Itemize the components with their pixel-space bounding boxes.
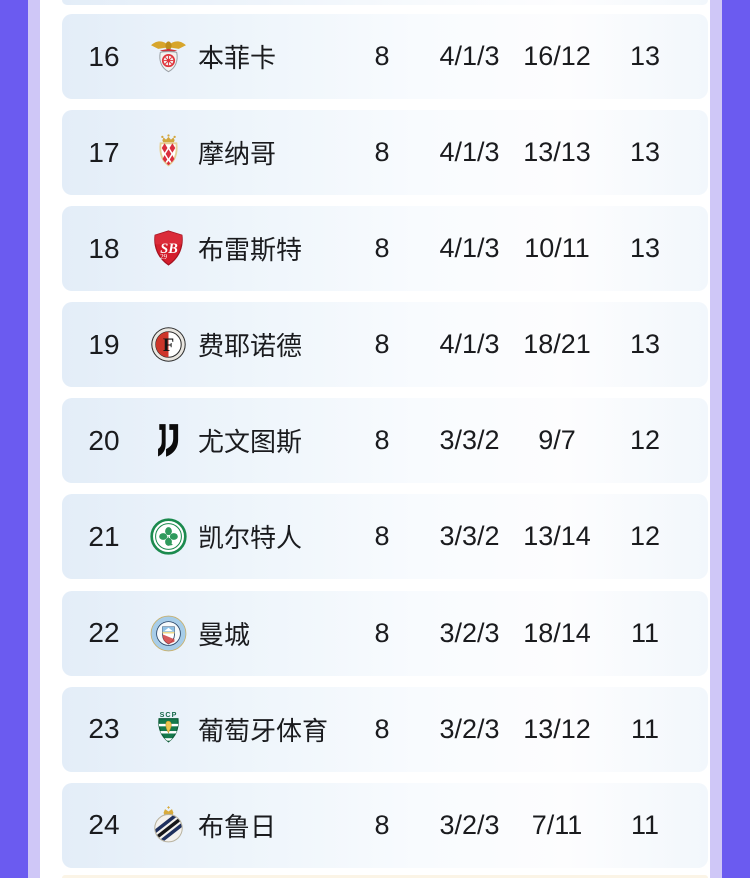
frame-border-right-dark	[722, 0, 750, 878]
table-row: 18 布雷斯特 8 4/1/3 10/11 13	[62, 206, 708, 292]
celtic-logo-icon	[146, 516, 190, 557]
games-played: 8	[374, 233, 390, 264]
rank-number: 22	[88, 617, 120, 649]
table-row: 19 费耶诺德 8 4/1/3 18/21 13	[62, 302, 708, 388]
games-played: 8	[374, 521, 390, 552]
games-played: 8	[374, 137, 390, 168]
rank-number: 17	[88, 136, 120, 168]
league-standings-table: 16 本菲卡 8 4/1/3 16/12 13 17 摩纳哥 8 4/1/3 1…	[62, 14, 708, 868]
win-draw-loss-record: 4/1/3	[439, 41, 500, 71]
points: 11	[630, 617, 660, 648]
table-row: 16 本菲卡 8 4/1/3 16/12 13	[62, 14, 708, 99]
juventus-logo-icon	[146, 420, 190, 461]
rank-number: 16	[88, 40, 120, 72]
team-name: 尤文图斯	[198, 427, 303, 458]
sporting-logo-icon	[146, 709, 190, 750]
table-row: 17 摩纳哥 8 4/1/3 13/13 13	[62, 110, 708, 196]
frame-border-left-dark	[0, 0, 28, 878]
goals-for-against: 18/21	[523, 329, 591, 360]
games-played: 8	[374, 329, 390, 360]
brest-logo-icon	[146, 228, 190, 269]
goals-for-against: 18/14	[523, 617, 591, 648]
table-row: 20 尤文图斯 8 3/3/2 9/7 12	[62, 398, 708, 484]
goals-for-against: 16/12	[523, 41, 591, 71]
points: 12	[629, 425, 661, 456]
points: 13	[629, 137, 661, 168]
points: 13	[629, 233, 661, 264]
table-row: 21 凯尔特人 8 3/3/2 13/14 12	[62, 494, 708, 580]
rank-number: 21	[88, 520, 120, 552]
games-played: 8	[374, 809, 390, 840]
points: 11	[630, 809, 660, 840]
win-draw-loss-record: 4/1/3	[439, 137, 500, 168]
games-played: 8	[374, 713, 390, 744]
points: 13	[629, 41, 661, 71]
points: 13	[629, 329, 661, 360]
partial-row-above	[62, 0, 708, 5]
feyenoord-logo-icon	[146, 324, 190, 365]
table-row: 22 曼城 8 3/2/3 18/14 11	[62, 590, 708, 676]
games-played: 8	[374, 41, 390, 71]
win-draw-loss-record: 4/1/3	[439, 329, 500, 360]
team-name: 凯尔特人	[198, 523, 303, 554]
win-draw-loss-record: 3/3/2	[439, 521, 500, 552]
rank-number: 24	[88, 809, 120, 841]
benfica-logo-icon	[146, 36, 190, 77]
goals-for-against: 10/11	[524, 233, 590, 264]
win-draw-loss-record: 3/2/3	[439, 617, 500, 648]
frame-border-left-light	[28, 0, 40, 878]
team-name: 葡萄牙体育	[198, 715, 329, 746]
team-name: 布雷斯特	[198, 235, 303, 266]
win-draw-loss-record: 3/3/2	[439, 425, 500, 456]
team-name: 费耶诺德	[198, 331, 303, 362]
team-name: 曼城	[198, 619, 251, 650]
points: 12	[629, 521, 661, 552]
goals-for-against: 7/11	[531, 809, 583, 840]
points: 11	[630, 713, 660, 744]
team-name: 布鲁日	[198, 811, 277, 842]
team-name: 本菲卡	[198, 43, 277, 73]
goals-for-against: 13/14	[523, 521, 591, 552]
partial-card-below	[62, 875, 708, 878]
brugge-logo-icon	[146, 805, 190, 846]
games-played: 8	[374, 425, 390, 456]
rank-number: 20	[88, 424, 120, 456]
rank-number: 19	[88, 328, 120, 360]
rank-number: 18	[88, 232, 120, 264]
monaco-logo-icon	[146, 132, 190, 173]
table-row: 24 布鲁日 8 3/2/3 7/11 11	[62, 782, 708, 868]
goals-for-against: 13/13	[523, 137, 591, 168]
mancity-logo-icon	[146, 613, 190, 654]
goals-for-against: 9/7	[538, 425, 576, 456]
goals-for-against: 13/12	[523, 713, 591, 744]
win-draw-loss-record: 3/2/3	[439, 713, 500, 744]
win-draw-loss-record: 3/2/3	[439, 809, 500, 840]
games-played: 8	[374, 617, 390, 648]
win-draw-loss-record: 4/1/3	[439, 233, 500, 264]
rank-number: 23	[88, 713, 120, 745]
frame-border-right-light	[710, 0, 722, 878]
table-row: 23 葡萄牙体育 8 3/2/3 13/12 11	[62, 686, 708, 772]
team-name: 摩纳哥	[198, 139, 277, 170]
